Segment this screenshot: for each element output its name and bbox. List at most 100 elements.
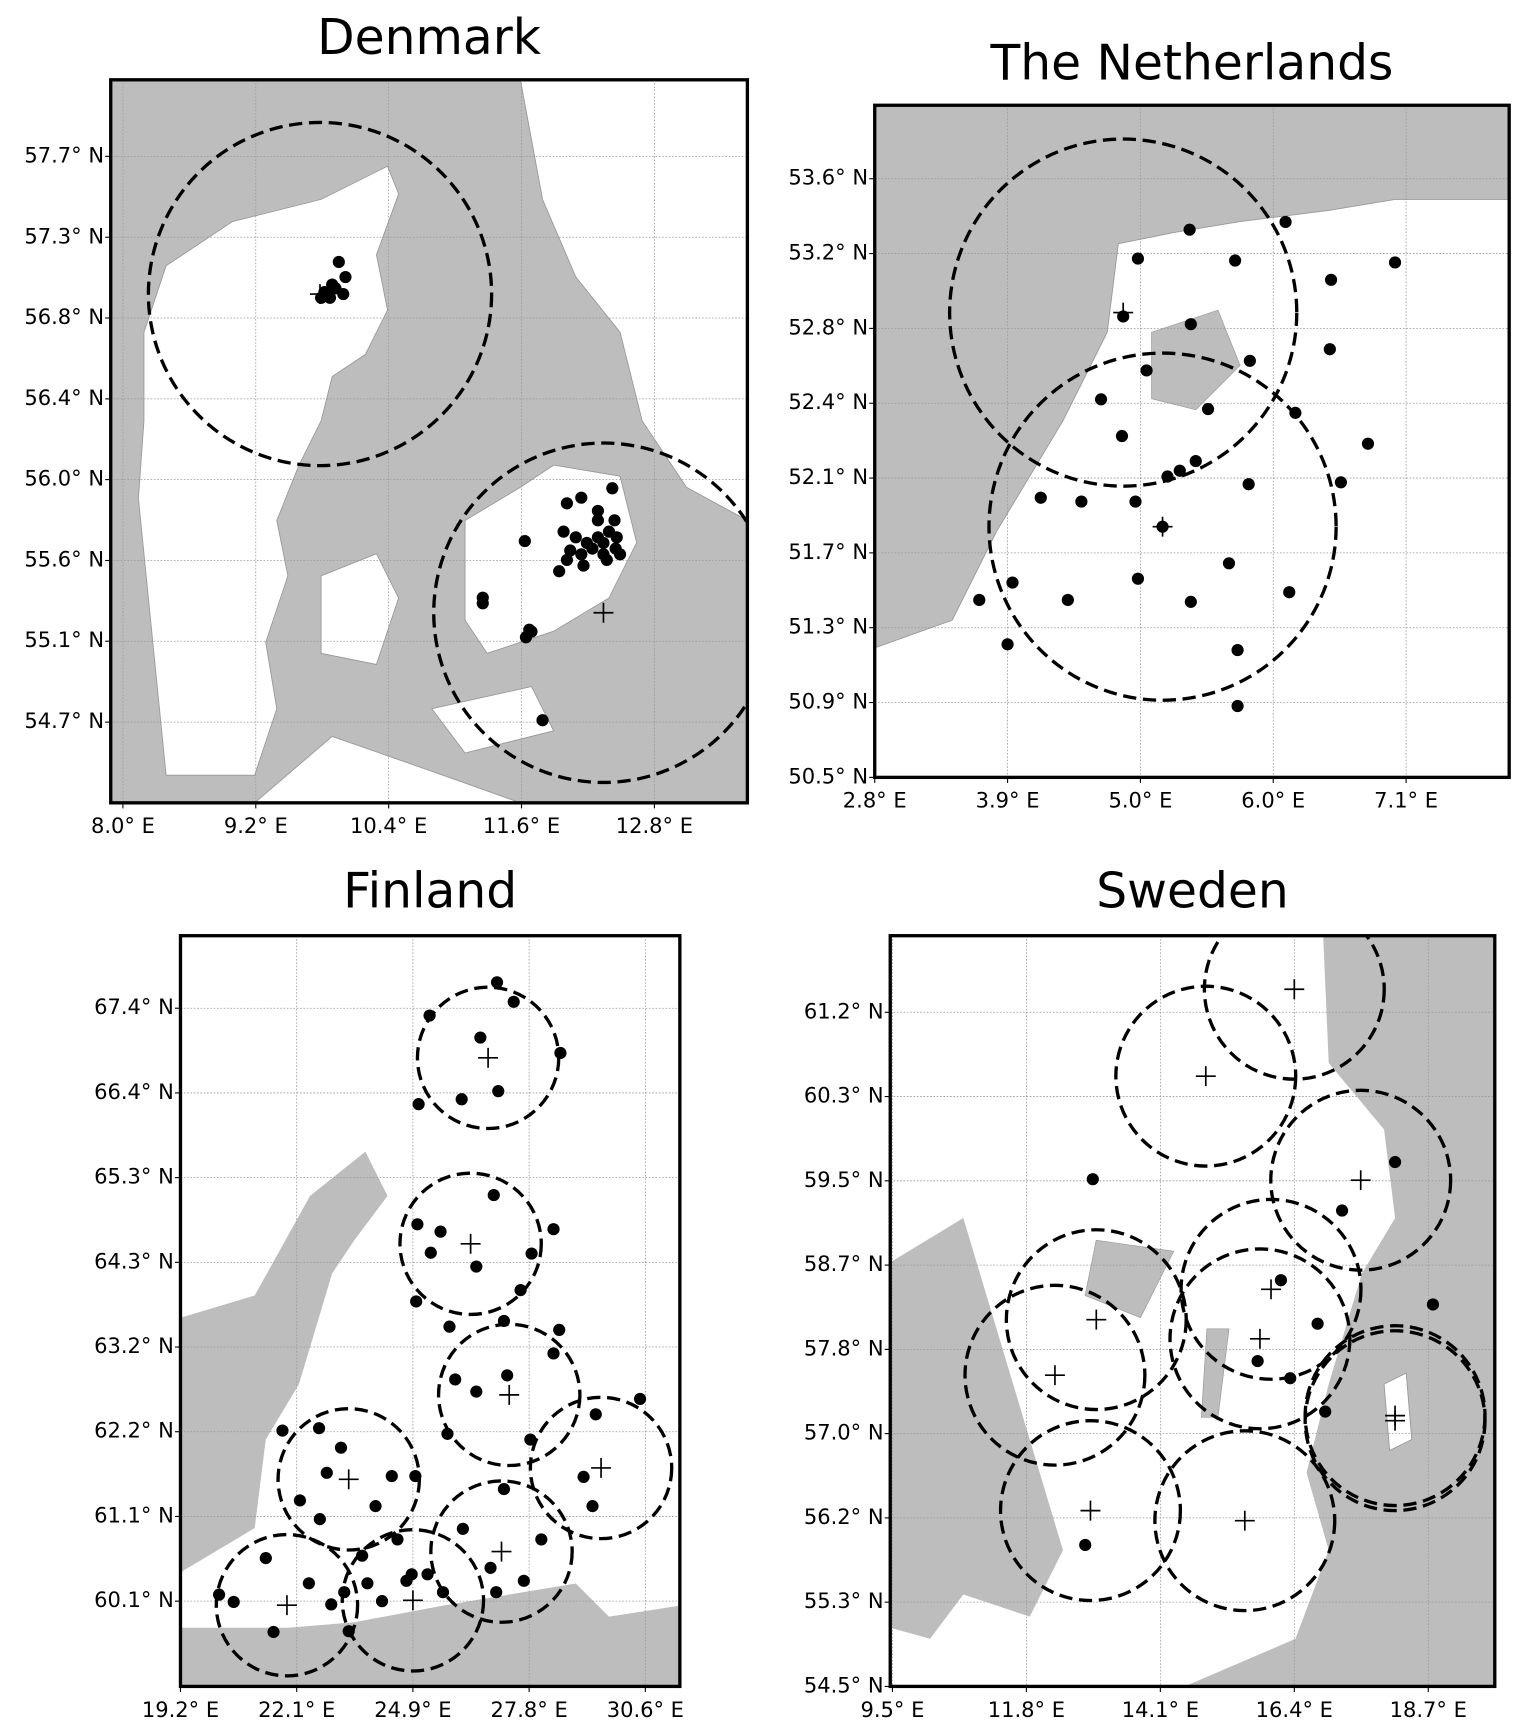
x-tick-label: 2.8° E (843, 788, 907, 813)
x-tick-label: 6.0° E (1241, 788, 1305, 813)
radius-circle (398, 1171, 543, 1317)
station (1251, 1354, 1264, 1368)
station (1131, 572, 1145, 585)
station (1115, 429, 1129, 443)
radius-circle (998, 1419, 1183, 1603)
y-tick-label: 55.6° N (24, 547, 104, 572)
station (1086, 1173, 1099, 1186)
map-overlay (180, 935, 680, 1687)
station (1140, 364, 1153, 377)
y-tick-label: 58.7° N (804, 1251, 884, 1276)
station (443, 1320, 456, 1333)
station (1173, 464, 1186, 477)
station (575, 548, 588, 561)
station (391, 1533, 404, 1546)
site-marker (460, 1233, 481, 1254)
radius-circle (1114, 984, 1298, 1168)
station (1319, 1405, 1332, 1418)
station (1129, 495, 1142, 508)
station (1334, 476, 1347, 489)
radius-circle (146, 120, 494, 468)
station (507, 995, 520, 1008)
station (1131, 252, 1145, 265)
station (575, 491, 588, 504)
site-marker (1284, 979, 1305, 1000)
x-tick-label: 7.1° E (1374, 788, 1438, 813)
y-tick-label: 56.0° N (24, 466, 104, 491)
station (1006, 576, 1019, 589)
radius-circle (432, 441, 748, 785)
station (973, 593, 986, 607)
station (577, 1470, 590, 1483)
station (409, 1469, 422, 1483)
y-tick-label: 52.8° N (788, 314, 868, 339)
y-tick-label: 54.5° N (804, 1672, 884, 1697)
station (1061, 593, 1074, 607)
map-title: Sweden (1096, 864, 1288, 920)
y-tick-label: 55.1° N (24, 627, 104, 652)
station (369, 1500, 382, 1513)
station (487, 1189, 500, 1202)
y-tick-label: 57.3° N (24, 223, 104, 248)
site-marker (1261, 1279, 1281, 1300)
site-marker (591, 1457, 612, 1478)
station (633, 1392, 647, 1406)
station (276, 1424, 289, 1437)
y-tick-label: 52.1° N (788, 464, 868, 489)
station (1184, 318, 1197, 331)
station (474, 1031, 487, 1044)
station (1075, 495, 1088, 508)
map-panel: Finland 19.2° E 22.1° E 24.9° E 27.8° E 30.6°… (94, 864, 684, 1722)
station (525, 1247, 538, 1260)
y-tick-label: 51.3° N (788, 614, 868, 639)
site-marker (1080, 1500, 1101, 1521)
station (547, 1347, 560, 1360)
site-marker (499, 1384, 520, 1405)
x-tick-label: 5.0° E (1108, 788, 1172, 813)
map-frame (888, 934, 1497, 1689)
map-title: Finland (343, 864, 517, 920)
y-tick-label: 54.7° N (24, 708, 104, 733)
station (1079, 1538, 1092, 1552)
netherlands-basemap (874, 105, 1510, 778)
radius-circle (1269, 1088, 1453, 1272)
site-marker (1195, 1066, 1216, 1087)
station (586, 1500, 599, 1513)
station (497, 1482, 511, 1496)
station (470, 1260, 483, 1273)
radius-circle (429, 1479, 574, 1624)
station (339, 270, 352, 284)
station (524, 1433, 537, 1446)
station (356, 1549, 369, 1562)
site-marker (338, 1469, 359, 1490)
station (332, 255, 345, 269)
station (613, 548, 627, 561)
station (591, 531, 605, 544)
y-tick-label: 65.3° N (94, 1164, 174, 1189)
station (470, 1385, 483, 1398)
map-overlay (890, 935, 1495, 1687)
station (456, 1522, 469, 1535)
x-tick-label: 30.6° E (607, 1697, 684, 1722)
station (361, 1577, 374, 1590)
station (412, 1098, 425, 1111)
x-tick-label: 22.1° E (258, 1697, 335, 1722)
station (320, 1466, 333, 1479)
denmark-basemap (110, 79, 748, 803)
station (259, 1552, 272, 1565)
station (1243, 354, 1256, 367)
radius-circle (1153, 1429, 1337, 1613)
y-tick-label: 60.3° N (804, 1083, 884, 1108)
y-tick-label: 64.3° N (94, 1248, 174, 1273)
radius-circle (1303, 1329, 1487, 1513)
station (423, 1009, 436, 1022)
station (455, 1093, 468, 1106)
station (436, 1586, 450, 1599)
station (600, 553, 613, 567)
station (564, 544, 577, 557)
station (591, 514, 605, 527)
station (1094, 393, 1108, 406)
station (554, 1046, 567, 1060)
station (608, 514, 621, 527)
y-tick-label: 56.8° N (24, 304, 104, 329)
